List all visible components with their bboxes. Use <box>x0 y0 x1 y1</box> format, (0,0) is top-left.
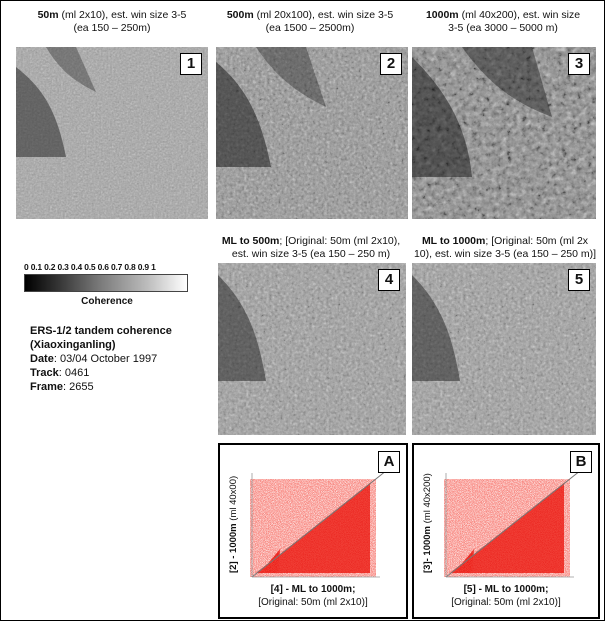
coherence-image-panel-2: 2 <box>216 47 408 219</box>
coherence-image-panel-4: 4 <box>218 263 406 435</box>
scatter-b-y-axis-label: [3]- 1000m (ml 40x200) <box>422 473 433 573</box>
panel-number-badge: 3 <box>568 53 590 75</box>
coherence-legend: 0 0.1 0.2 0.3 0.4 0.5 0.6 0.7 0.8 0.9 1 … <box>24 262 190 307</box>
panel-number-badge: 4 <box>378 269 400 291</box>
coherence-image-panel-1: 1 <box>16 47 208 219</box>
coherence-image-panel-3: 3 <box>412 47 596 219</box>
scatter-plot-b: B [3]- 1000m (ml 40x200) [5] - ML to 100… <box>412 443 600 619</box>
panel-2-caption: 500m (ml 20x100), est. win size 3-5 (ea … <box>226 9 394 34</box>
scatter-label-badge: B <box>570 451 592 473</box>
scatter-plot-a: A [2] - 1000m (ml 40x00) [4] - ML to 100… <box>218 443 408 619</box>
scatter-a-y-axis-label: [2] - 1000m (ml 40x00) <box>228 475 239 573</box>
legend-title: Coherence <box>81 296 133 307</box>
panel-number-badge: 5 <box>568 269 590 291</box>
panel-3-caption: 1000m (ml 40x200), est. win size 3-5 (ea… <box>425 9 581 34</box>
legend-tick-labels: 0 0.1 0.2 0.3 0.4 0.5 0.6 0.7 0.8 0.9 1 <box>24 262 156 272</box>
coherence-image-panel-5: 5 <box>412 263 596 435</box>
scatter-label-badge: A <box>378 451 400 473</box>
panel-number-badge: 1 <box>180 53 202 75</box>
scatter-a-x-axis-label: [4] - ML to 1000m; [Original: 50m (ml 2x… <box>258 584 368 608</box>
panel-4-caption: ML to 500m; [Original: 50m (ml 2x10), es… <box>221 235 401 260</box>
panel-1-caption: 50m (ml 2x10), est. win size 3-5 (ea 150… <box>37 9 187 34</box>
legend-colorbar <box>24 274 188 292</box>
scatter-b-x-axis-label: [5] - ML to 1000m; [Original: 50m (ml 2x… <box>451 584 561 608</box>
dataset-info: ERS-1/2 tandem coherence (Xiaoxinganling… <box>30 325 172 393</box>
panel-5-caption: ML to 1000m; [Original: 50m (ml 2x 10), … <box>413 235 597 260</box>
panel-number-badge: 2 <box>380 53 402 75</box>
